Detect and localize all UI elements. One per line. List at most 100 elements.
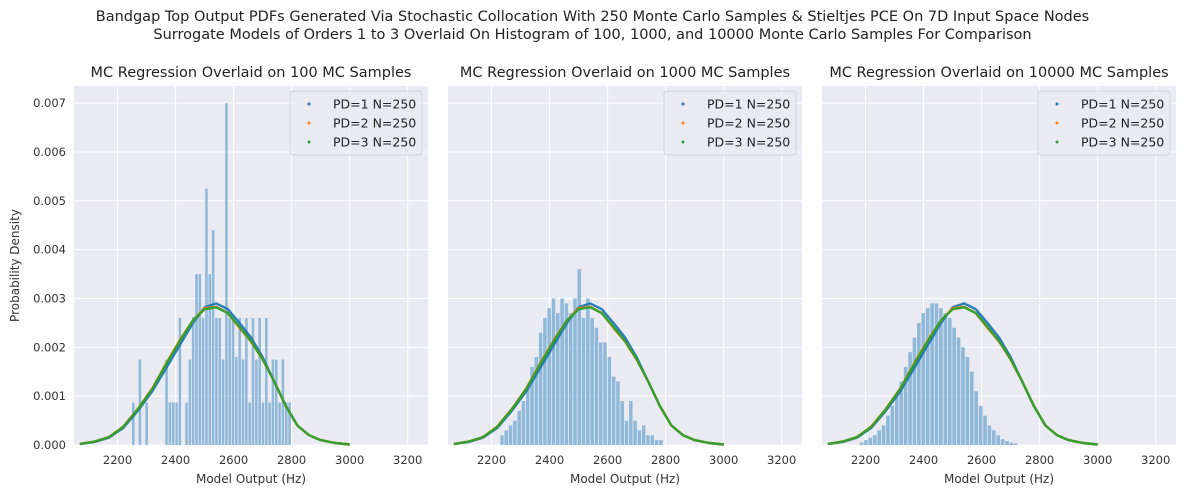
histogram-bar bbox=[215, 318, 218, 445]
histogram-bar bbox=[864, 440, 868, 445]
histogram-bar bbox=[248, 402, 251, 445]
histogram-bar bbox=[899, 381, 904, 445]
y-tick-label: 0.006 bbox=[33, 145, 66, 159]
legend: PD=1 N=250 PD=2 N=250 PD=3 N=250 bbox=[1037, 90, 1171, 156]
legend-marker bbox=[681, 102, 685, 106]
histogram-bar bbox=[504, 430, 509, 445]
x-tick-label: 2600 bbox=[593, 453, 622, 467]
subplot-2: MC Regression Overlaid on 1000 MC Sample… bbox=[448, 65, 802, 486]
histogram-bar bbox=[934, 303, 939, 445]
histogram-bar bbox=[188, 359, 192, 445]
histogram-bar bbox=[895, 396, 899, 445]
histogram-bar bbox=[525, 386, 530, 445]
histogram-bar bbox=[586, 298, 590, 445]
legend-label: PD=1 N=250 bbox=[1081, 97, 1164, 112]
legend-marker bbox=[681, 121, 685, 125]
histogram-bar bbox=[208, 274, 212, 445]
legend-label: PD=3 N=250 bbox=[707, 135, 790, 150]
histogram-bar bbox=[195, 274, 198, 445]
histogram-bar bbox=[538, 332, 543, 445]
histogram-bar bbox=[965, 357, 970, 445]
histogram-bar bbox=[925, 308, 930, 445]
histogram-bar bbox=[211, 230, 215, 445]
histogram-bar bbox=[859, 442, 864, 445]
histogram-bar bbox=[547, 308, 551, 445]
histogram-bar bbox=[138, 359, 142, 445]
histogram-bar bbox=[659, 440, 663, 445]
x-tick-label: 2400 bbox=[161, 453, 190, 467]
histogram-bar bbox=[939, 308, 943, 445]
histogram-bar bbox=[513, 420, 517, 445]
histogram-bar bbox=[284, 402, 288, 445]
legend-marker bbox=[307, 102, 311, 106]
histogram-bar bbox=[952, 327, 956, 445]
x-tick-label: 2800 bbox=[1025, 453, 1054, 467]
legend-label: PD=1 N=250 bbox=[333, 97, 416, 112]
histogram-bar bbox=[564, 303, 569, 445]
figure-suptitle: Bandgap Top Output PDFs Generated Via St… bbox=[0, 8, 1185, 44]
histogram-bar bbox=[912, 337, 917, 445]
histogram-bar bbox=[560, 298, 564, 445]
histogram-bar bbox=[624, 420, 629, 445]
histogram-bar bbox=[543, 318, 547, 445]
legend-marker bbox=[1055, 140, 1059, 144]
legend: PD=1 N=250 PD=2 N=250 PD=3 N=250 bbox=[663, 90, 797, 156]
histogram-bar bbox=[996, 435, 1001, 445]
y-tick-label: 0.003 bbox=[33, 291, 66, 305]
histogram-bar bbox=[191, 317, 195, 445]
legend-marker bbox=[1055, 121, 1059, 125]
x-tick-label: 2800 bbox=[651, 453, 680, 467]
histogram-bar bbox=[551, 298, 556, 445]
x-tick-label: 2600 bbox=[219, 453, 248, 467]
legend-label: PD=3 N=250 bbox=[333, 135, 416, 150]
histogram-bar bbox=[978, 405, 983, 445]
x-tick-label: 3000 bbox=[335, 453, 364, 467]
histogram-bar bbox=[275, 359, 278, 445]
y-tick-label: 0.005 bbox=[33, 194, 66, 208]
x-tick-label: 3200 bbox=[767, 453, 796, 467]
histogram-bar bbox=[258, 318, 261, 445]
x-tick-label: 3000 bbox=[709, 453, 738, 467]
histogram-bar bbox=[255, 359, 258, 445]
subplot-title: MC Regression Overlaid on 10000 MC Sampl… bbox=[829, 65, 1168, 81]
histogram-bar bbox=[145, 402, 148, 445]
histogram-bar bbox=[877, 430, 881, 445]
histogram-bar bbox=[568, 313, 573, 445]
pdf-curve-pd-3-n-250 bbox=[827, 306, 1098, 446]
histogram-bar bbox=[992, 430, 996, 445]
legend-frame bbox=[289, 90, 423, 156]
histogram-bar bbox=[175, 402, 178, 445]
pdf-curve-pd-3-n-250 bbox=[453, 306, 724, 446]
histogram-bar bbox=[221, 359, 225, 445]
histogram-bar bbox=[205, 188, 208, 446]
legend-marker bbox=[1055, 102, 1059, 106]
histogram-bar bbox=[607, 357, 612, 445]
legend-marker bbox=[307, 121, 311, 125]
histogram-bar bbox=[641, 425, 646, 445]
histogram-bar bbox=[629, 401, 633, 445]
subplot-title: MC Regression Overlaid on 1000 MC Sample… bbox=[460, 65, 790, 81]
histogram-bar bbox=[620, 401, 624, 445]
histogram-bar bbox=[903, 366, 908, 445]
legend-marker bbox=[681, 140, 685, 144]
histogram-bar bbox=[508, 425, 513, 445]
histogram-bar bbox=[987, 425, 992, 445]
histogram-bar bbox=[590, 318, 594, 445]
legend-label: PD=2 N=250 bbox=[333, 116, 416, 131]
histogram-bar bbox=[238, 318, 241, 445]
histogram-bar bbox=[633, 420, 637, 445]
histogram-bar bbox=[517, 410, 521, 445]
histogram-bar bbox=[265, 318, 268, 445]
histogram-bar bbox=[261, 402, 265, 445]
y-tick-label: 0.001 bbox=[33, 389, 66, 403]
histogram-bar bbox=[611, 376, 616, 445]
histogram-bar bbox=[268, 402, 271, 445]
histogram-bar bbox=[573, 298, 577, 445]
histogram-bar bbox=[1000, 439, 1005, 445]
histogram-bar bbox=[1005, 441, 1009, 445]
legend-label: PD=2 N=250 bbox=[1081, 116, 1164, 131]
histogram-bar bbox=[917, 322, 921, 445]
x-tick-label: 2400 bbox=[909, 453, 938, 467]
histogram-bar bbox=[983, 415, 987, 445]
